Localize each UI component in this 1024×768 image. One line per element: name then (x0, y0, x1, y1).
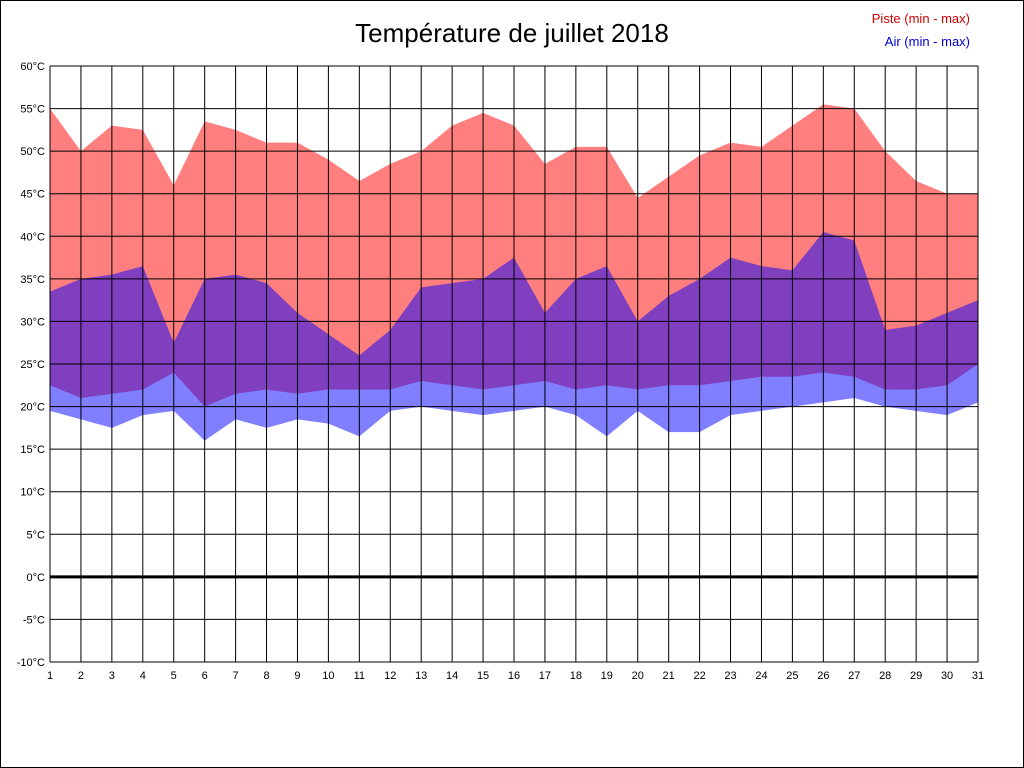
chart-title: Température de juillet 2018 (355, 18, 669, 48)
x-axis-label: 3 (109, 670, 115, 682)
x-axis-label: 11 (354, 670, 365, 682)
y-axis-label: 20°C (20, 402, 45, 414)
x-axis-label: 14 (446, 670, 458, 682)
x-axis-label: 7 (233, 670, 239, 682)
y-axis-label: -5°C (23, 614, 45, 626)
x-axis-label: 29 (910, 670, 922, 682)
x-axis-label: 2 (78, 670, 84, 682)
x-axis-label: 1 (47, 670, 53, 682)
x-axis-label: 23 (724, 670, 736, 682)
x-axis-label: 21 (663, 670, 675, 682)
y-axis-label: 25°C (20, 359, 45, 371)
x-axis-label: 27 (848, 670, 860, 682)
x-axis-label: 19 (601, 670, 613, 682)
x-axis-label: 31 (972, 670, 984, 682)
x-axis-label: 16 (508, 670, 520, 682)
x-axis-label: 13 (415, 670, 427, 682)
x-axis-label: 8 (263, 670, 269, 682)
legend: Piste (min - max) Air (min - max) (872, 8, 970, 54)
x-axis-label: 4 (140, 670, 146, 682)
x-axis-label: 20 (632, 670, 644, 682)
x-axis-label: 30 (941, 670, 953, 682)
x-axis-label: 9 (294, 670, 300, 682)
legend-item-air: Air (min - max) (884, 33, 970, 49)
x-axis-label: 18 (570, 670, 582, 682)
y-axis-label: 10°C (20, 487, 45, 499)
y-axis-label: 60°C (20, 61, 45, 73)
x-axis-label: 5 (171, 670, 177, 682)
x-axis-label: 6 (202, 670, 208, 682)
y-axis-label: 50°C (20, 146, 45, 158)
x-axis-label: 28 (879, 670, 891, 682)
y-axis-label: 35°C (20, 274, 45, 286)
x-axis-label: 17 (539, 670, 551, 682)
x-axis-label: 25 (786, 670, 798, 682)
y-axis-label: 45°C (20, 189, 45, 201)
y-axis-label: 55°C (20, 104, 45, 116)
y-axis-label: 5°C (27, 529, 46, 541)
y-axis-label: 30°C (20, 316, 45, 328)
y-axis-label: 40°C (20, 231, 45, 243)
y-axis-label: 15°C (20, 444, 45, 456)
x-axis-label: 22 (693, 670, 705, 682)
y-axis-label: 0°C (27, 572, 46, 584)
legend-item-piste: Piste (min - max) (871, 11, 970, 26)
x-axis-label: 12 (384, 670, 396, 682)
y-axis-label: -10°C (17, 657, 45, 669)
x-axis-label: 15 (477, 670, 489, 682)
x-axis-label: 10 (322, 670, 334, 682)
x-axis-label: 26 (817, 670, 829, 682)
x-axis-label: 24 (755, 670, 767, 682)
